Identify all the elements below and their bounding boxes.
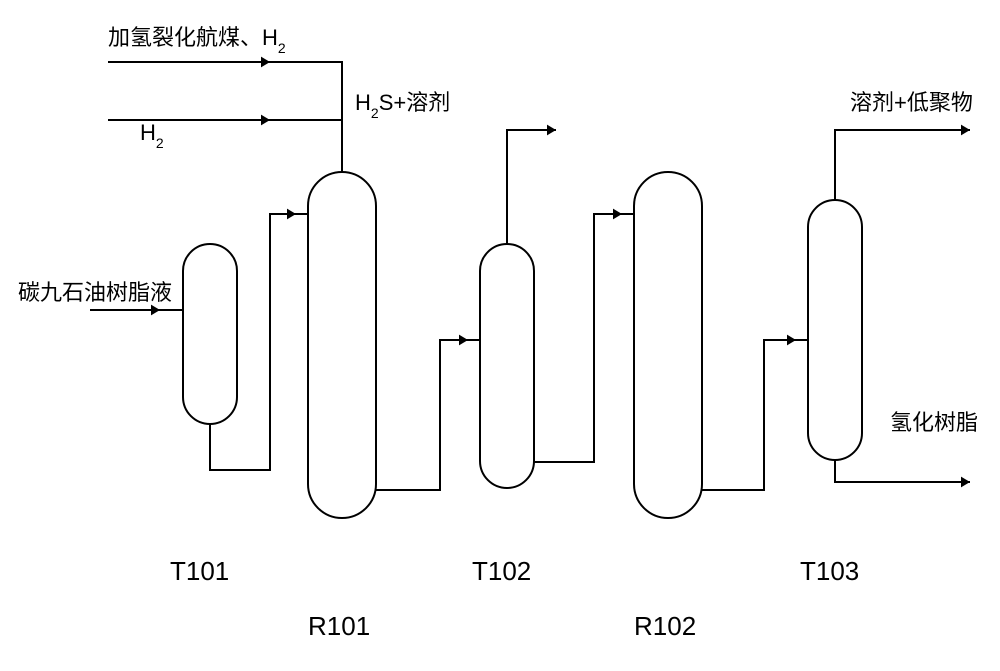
- process-flow-diagram: 加氢裂化航煤、H2 H2 H2S+溶剂 溶剂+低聚物碳九石油树脂液氢化树脂 T101 R1…: [0, 0, 1000, 671]
- vessel-T102: [480, 244, 534, 488]
- flow-arrow: [287, 209, 296, 220]
- label-solvent-out: 溶剂+低聚物: [850, 90, 973, 115]
- flow-arrow: [787, 335, 796, 346]
- flow-arrow: [459, 335, 468, 346]
- flow-arrow: [547, 125, 556, 136]
- pipe-T102_top_out: [507, 130, 556, 244]
- vessel-T101: [183, 244, 237, 424]
- pipe-T102_to_R102: [534, 214, 634, 462]
- unit-label-R101: R101: [308, 611, 370, 641]
- flow-arrow: [261, 115, 270, 126]
- pipe-top_feed_line: [108, 62, 342, 172]
- flow-arrow: [613, 209, 622, 220]
- label-c9-feed: 碳九石油树脂液: [18, 280, 172, 305]
- pipe-T103_top_out: [835, 130, 970, 200]
- flow-arrow: [961, 125, 970, 136]
- vessel-T103: [808, 200, 862, 460]
- vessel-R101: [308, 172, 376, 518]
- label-h2s-out: H2S+溶剂: [355, 90, 450, 121]
- unit-label-R102: R102: [634, 611, 696, 641]
- flow-arrow: [961, 477, 970, 488]
- label-top-feed: 加氢裂化航煤、H2: [108, 25, 286, 56]
- pipe-T103_bottom_out: [835, 460, 970, 482]
- flow-arrow: [261, 57, 270, 68]
- pipe-T101_to_R101: [210, 214, 308, 470]
- label-resin-out: 氢化树脂: [890, 410, 978, 435]
- pipe-R101_to_T102: [376, 340, 480, 490]
- unit-label-T102: T102: [472, 556, 531, 586]
- unit-label-T103: T103: [800, 556, 859, 586]
- flow-arrow: [151, 305, 160, 316]
- pipe-R102_to_T103: [702, 340, 808, 490]
- unit-label-T101: T101: [170, 556, 229, 586]
- label-h2-feed: H2: [140, 120, 164, 151]
- vessel-R102: [634, 172, 702, 518]
